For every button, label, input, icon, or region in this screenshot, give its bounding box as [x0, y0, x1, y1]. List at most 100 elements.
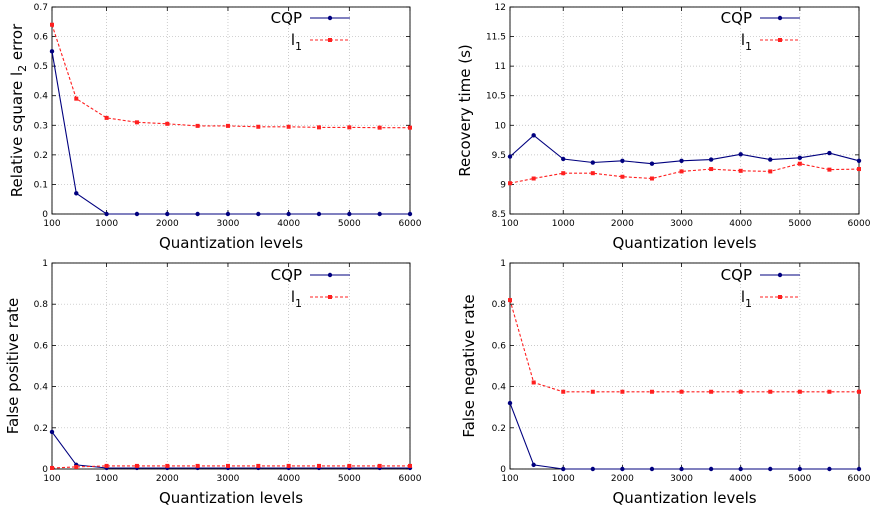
- legend-label-l1: l1: [291, 31, 302, 53]
- data-point-l1: [50, 465, 54, 470]
- x-axis-label: Quantization levels: [159, 234, 303, 252]
- data-point-cqp: [856, 158, 862, 163]
- data-point-cqp: [620, 466, 625, 472]
- legend-label-cqp: CQP: [271, 9, 302, 27]
- y-axis-label-tail: error: [8, 23, 26, 65]
- plot-frame: [51, 262, 411, 470]
- data-point-l1: [561, 171, 566, 176]
- data-point-cqp: [768, 157, 773, 162]
- data-point-l1: [408, 125, 412, 130]
- legend-marker: [327, 272, 333, 278]
- data-point-l1: [134, 120, 139, 125]
- x-tick-label: 100: [501, 219, 518, 229]
- data-point-l1: [508, 298, 512, 303]
- data-point-cqp: [679, 466, 684, 472]
- series-line-cqp: [51, 431, 410, 469]
- x-tick-label: 3000: [670, 474, 693, 484]
- y-axis-label-subscript: 2: [16, 65, 29, 72]
- y-tick-label: 9: [500, 180, 506, 190]
- y-tick-label: 0.2: [34, 151, 48, 161]
- data-point-cqp: [531, 133, 536, 138]
- plot-frame: [509, 6, 860, 215]
- data-point-cqp: [316, 211, 322, 217]
- legend-marker: [778, 38, 782, 42]
- data-point-l1: [316, 463, 321, 468]
- data-point-l1: [74, 96, 79, 101]
- x-tick-label: 3000: [217, 219, 240, 229]
- y-tick-label: 0.2: [34, 424, 48, 434]
- y-tick-label: 0.3: [34, 121, 48, 131]
- legend-name-subscript: 1: [295, 297, 302, 310]
- y-tick-label: 9.5: [492, 151, 506, 161]
- legend-name: l: [291, 31, 295, 49]
- y-tick-label: 0.8: [34, 300, 49, 310]
- data-point-l1: [590, 171, 595, 176]
- legend-label-cqp: CQP: [721, 266, 752, 284]
- y-tick-label: 0: [500, 465, 506, 475]
- x-tick-label: 2000: [156, 474, 179, 484]
- legend-label-l1: l1: [741, 31, 752, 53]
- series-line-l1: [509, 299, 859, 393]
- y-tick-label: 0.4: [34, 92, 49, 102]
- data-point-cqp: [620, 158, 625, 163]
- y-tick-label: 0.2: [492, 424, 506, 434]
- data-point-l1: [590, 389, 595, 394]
- x-tick-label: 4000: [729, 474, 752, 484]
- y-tick-label: 0.6: [34, 341, 49, 351]
- y-tick-label: 11.5: [486, 33, 506, 43]
- x-tick-label: 6000: [848, 474, 871, 484]
- series-line-cqp: [509, 402, 859, 470]
- x-axis-label: Quantization levels: [612, 234, 756, 252]
- data-point-cqp: [590, 466, 596, 472]
- y-tick-label: 1: [42, 259, 48, 269]
- legend-marker: [328, 295, 332, 299]
- x-tick-label: 3000: [217, 474, 240, 484]
- data-point-l1: [738, 389, 743, 394]
- data-point-cqp: [195, 211, 200, 217]
- y-axis-label: False positive rate: [4, 298, 22, 435]
- data-point-l1: [857, 167, 861, 172]
- data-point-l1: [679, 169, 684, 174]
- x-tick-label: 2000: [156, 219, 179, 229]
- data-point-l1: [709, 167, 714, 172]
- data-point-cqp: [507, 154, 513, 159]
- chart-panel-1: 0 0.1 0.2 0.3 0.4 0.5 0.6 0.7 100 1000 2000 3000 400…: [8, 3, 422, 252]
- x-tick-label: 5000: [338, 219, 361, 229]
- data-point-l1: [225, 463, 230, 468]
- data-point-l1: [649, 389, 654, 394]
- legend-name: CQP: [271, 9, 302, 27]
- data-point-l1: [195, 123, 200, 128]
- data-point-l1: [797, 389, 802, 394]
- x-tick-label: 3000: [670, 219, 693, 229]
- data-point-cqp: [507, 400, 513, 406]
- legend-name: CQP: [721, 9, 752, 27]
- data-point-cqp: [407, 211, 413, 217]
- legend-name: CQP: [721, 266, 752, 284]
- data-point-cqp: [561, 156, 566, 162]
- data-point-cqp: [738, 152, 743, 157]
- data-point-l1: [709, 389, 714, 394]
- x-tick-label: 1000: [95, 474, 118, 484]
- data-point-cqp: [256, 211, 261, 217]
- data-point-l1: [768, 169, 773, 174]
- x-tick-label: 5000: [788, 219, 811, 229]
- data-point-l1: [531, 176, 536, 181]
- legend-label-l1: l1: [741, 288, 752, 310]
- data-point-l1: [316, 125, 321, 130]
- data-point-l1: [620, 389, 625, 394]
- y-tick-label: 0: [42, 465, 48, 475]
- data-point-l1: [165, 463, 170, 468]
- x-tick-label: 5000: [338, 474, 361, 484]
- data-point-cqp: [708, 157, 714, 162]
- data-point-cqp: [225, 211, 231, 217]
- legend-name-subscript: 1: [745, 297, 752, 310]
- data-point-l1: [347, 125, 352, 130]
- chart-panel-4: 0 0.2 0.4 0.6 0.8 1 100 1000 2000 3000 4000 5000 600…: [460, 259, 871, 507]
- data-point-cqp: [165, 211, 170, 217]
- data-point-l1: [104, 463, 109, 468]
- y-tick-label: 8.5: [492, 210, 506, 220]
- legend-name: l: [741, 31, 745, 49]
- legend-name: l: [741, 288, 745, 306]
- data-point-l1: [827, 389, 832, 394]
